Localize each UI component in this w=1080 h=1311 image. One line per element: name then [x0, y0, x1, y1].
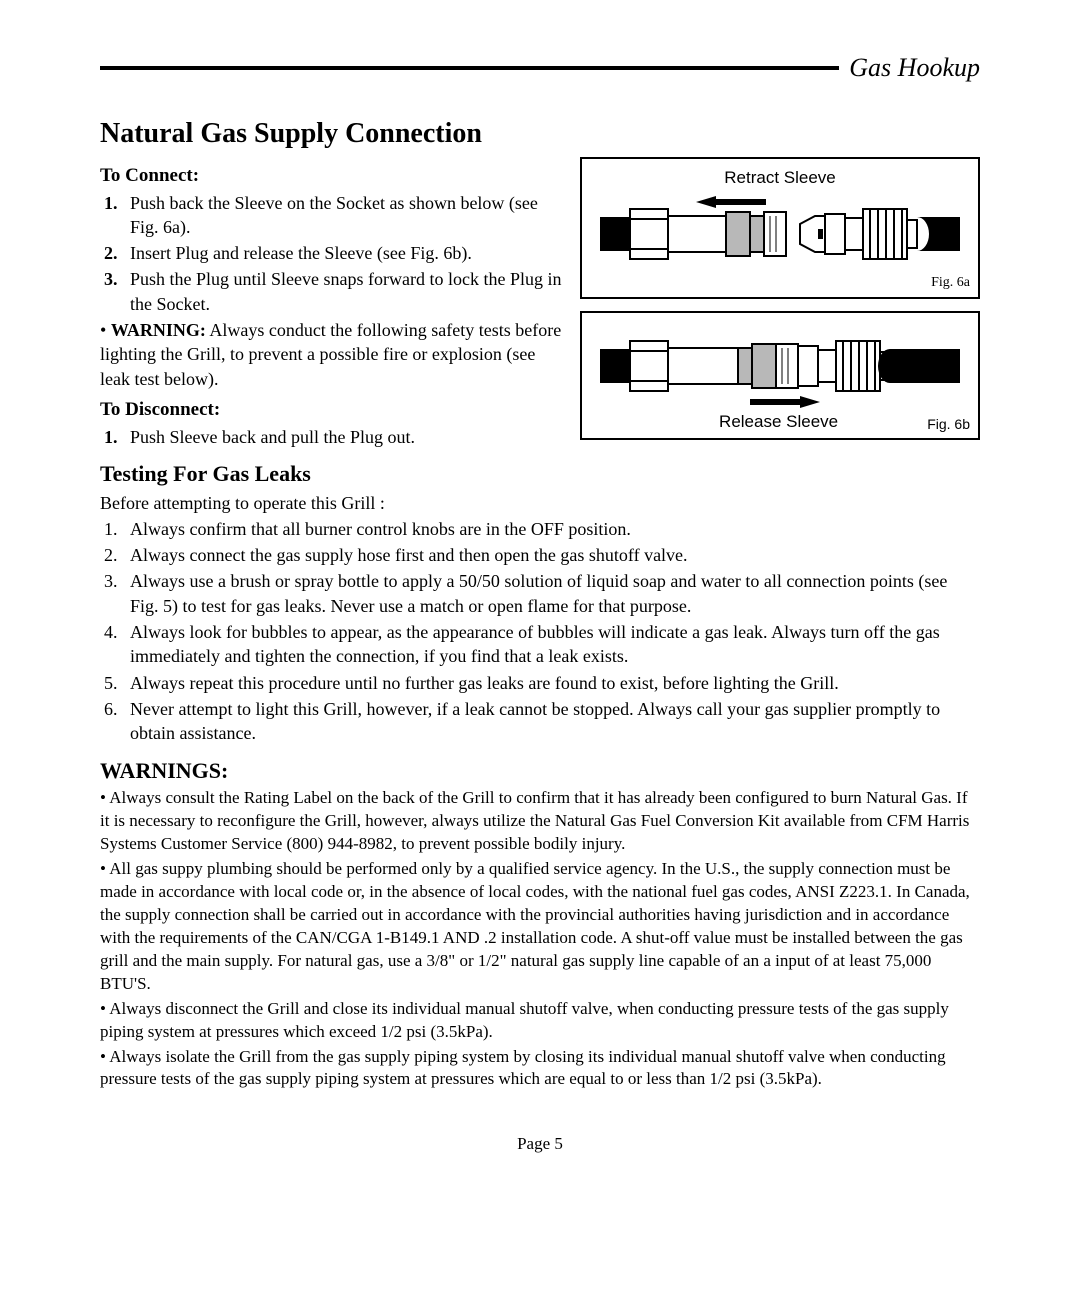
figure-6b-diagram: [600, 321, 960, 411]
figure-6a-caption: Fig. 6a: [590, 274, 970, 293]
header-section-title: Gas Hookup: [839, 50, 980, 85]
figure-6a: Retract Sleeve: [580, 157, 980, 299]
page-number: Page 5: [100, 1133, 980, 1156]
testing-heading: Testing For Gas Leaks: [100, 459, 980, 489]
warning-item: • Always disconnect the Grill and close …: [100, 998, 980, 1044]
figure-6b: Release Sleeve Fig. 6b: [580, 311, 980, 440]
list-item: Always repeat this procedure until no fu…: [122, 671, 980, 695]
warning-lead: WARNING:: [111, 320, 206, 340]
warnings-heading: WARNINGS:: [100, 756, 980, 786]
figure-6b-caption: Fig. 6b: [927, 415, 970, 434]
figure-6a-diagram: [600, 194, 960, 274]
header-rule: [100, 66, 839, 70]
warnings-block: • Always consult the Rating Label on the…: [100, 787, 980, 1091]
list-item: Always confirm that all burner control k…: [122, 517, 980, 541]
list-item: Never attempt to light this Grill, howev…: [122, 697, 980, 746]
warning-item: • Always consult the Rating Label on the…: [100, 787, 980, 856]
list-item: Always connect the gas supply hose first…: [122, 543, 980, 567]
page-title: Natural Gas Supply Connection: [100, 115, 980, 153]
figure-6a-label: Retract Sleeve: [590, 167, 970, 190]
figures-column: Retract Sleeve: [580, 157, 980, 452]
list-item: Always look for bubbles to appear, as th…: [122, 620, 980, 669]
warning-item: • All gas suppy plumbing should be perfo…: [100, 858, 980, 996]
testing-list: Always confirm that all burner control k…: [100, 517, 980, 746]
list-item: Always use a brush or spray bottle to ap…: [122, 569, 980, 618]
testing-intro: Before attempting to operate this Grill …: [100, 491, 980, 515]
figure-6b-label: Release Sleeve: [590, 411, 927, 434]
warning-item: • Always isolate the Grill from the gas …: [100, 1046, 980, 1092]
header: Gas Hookup: [100, 50, 980, 85]
